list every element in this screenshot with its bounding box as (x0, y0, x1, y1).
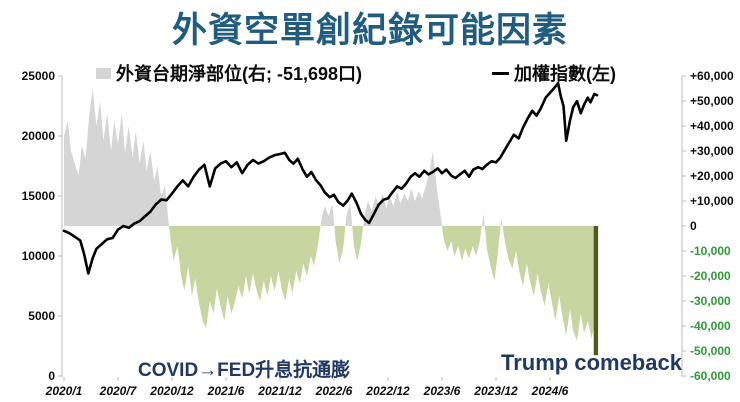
x-axis-label: 2020/12 (150, 384, 194, 398)
current-net-position-bar (593, 226, 599, 356)
left-axis-label: 20000 (21, 129, 55, 143)
index-legend-label: 加權指數(左) (514, 64, 616, 84)
x-axis-label: 2024/6 (531, 384, 569, 398)
right-axis-label: +60,000 (690, 69, 734, 83)
right-axis-label: -10,000 (690, 244, 731, 258)
weighted-index-line (62, 81, 599, 275)
net-position-area-positive (64, 88, 595, 226)
chart-legend: 外資台期淨部位(右; -51,698口) 加權指數(左) (0, 60, 740, 84)
x-axis-label: 2021/6 (207, 384, 245, 398)
x-axis-label: 2022/12 (366, 384, 410, 398)
net-position-legend-label: 外資台期淨部位(右; -51,698口) (116, 64, 363, 84)
right-axis-label: -30,000 (690, 294, 731, 308)
x-axis-label: 2023/6 (423, 384, 461, 398)
left-axis-label: 5000 (28, 309, 55, 323)
legend-item-index: 加權指數(左) (492, 60, 616, 86)
net-position-area-negative (64, 226, 595, 341)
index-line-marker-icon (492, 71, 509, 75)
right-axis-label: -60,000 (690, 369, 731, 383)
right-axis-label: +30,000 (690, 144, 734, 158)
right-axis-label: +10,000 (690, 194, 734, 208)
right-axis-label: +20,000 (690, 169, 734, 183)
left-axis-label: 0 (48, 369, 55, 383)
x-axis-label: 2021/12 (258, 384, 302, 398)
x-axis-label: 2020/7 (99, 384, 137, 398)
right-axis-label: 0 (690, 219, 697, 233)
left-axis-label: 10000 (21, 249, 55, 263)
legend-item-net-position: 外資台期淨部位(右; -51,698口) (96, 60, 362, 86)
left-axis-label: 15000 (21, 189, 55, 203)
x-axis-label: 2023/12 (474, 384, 518, 398)
page-title: 外資空單創紀錄可能因素 (171, 11, 568, 50)
right-axis-label: -40,000 (690, 319, 731, 333)
annotation-trump-comeback: Trump comeback (501, 350, 682, 375)
right-axis-label: +40,000 (690, 119, 734, 133)
annotation-covid-fed: COVID→FED升息抗通膨 (138, 360, 351, 381)
right-axis-label: -20,000 (690, 269, 731, 283)
right-axis-label: +50,000 (690, 94, 734, 108)
left-axis-label: 25000 (21, 69, 55, 83)
net-position-swatch-icon (96, 67, 111, 79)
x-axis-label: 2022/6 (315, 384, 353, 398)
x-axis-label: 2020/1 (45, 384, 83, 398)
right-axis-label: -50,000 (690, 344, 731, 358)
